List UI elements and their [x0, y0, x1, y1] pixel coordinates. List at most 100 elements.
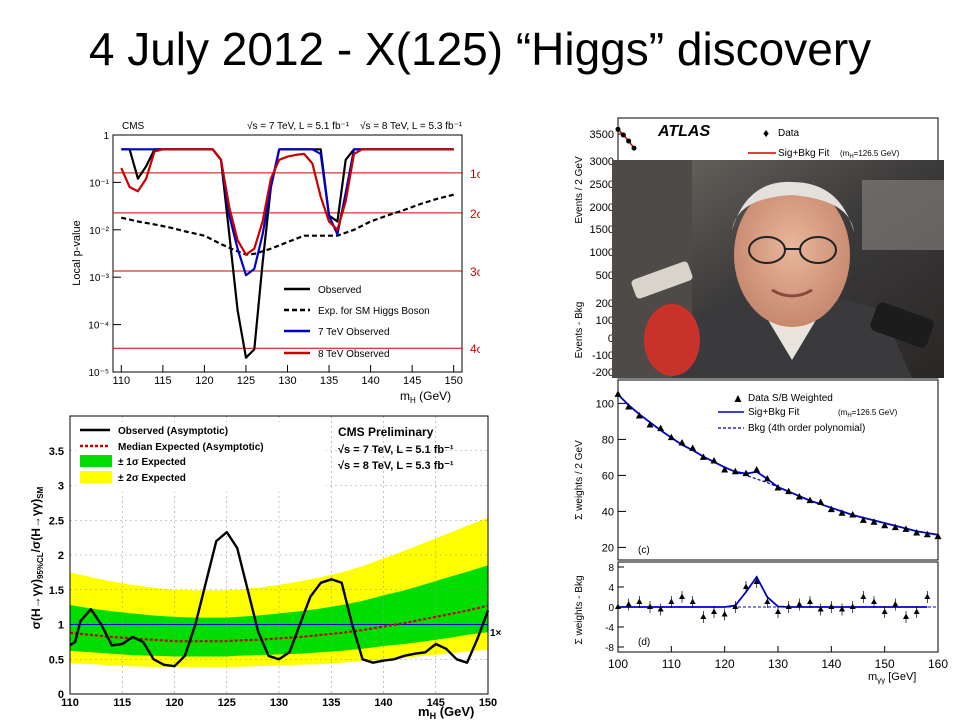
y-tick-label: 1500: [590, 224, 614, 236]
y-tick-label: -8: [605, 643, 614, 654]
data-point: [711, 608, 717, 614]
y-tick-label: 3.5: [49, 446, 64, 458]
data-point: [764, 598, 771, 604]
data-point: [742, 469, 750, 477]
data-point: [839, 606, 845, 612]
data-point: [721, 611, 728, 617]
data-point: [838, 509, 846, 516]
x-tick-label: 135: [322, 697, 340, 709]
y-tick-label: 0: [608, 603, 614, 614]
data-point: [775, 608, 781, 614]
median-expected-line: [69, 604, 489, 643]
data-point: [646, 421, 654, 428]
y-tick-label: 500: [596, 270, 614, 282]
x-tick-label: 130: [278, 375, 296, 387]
x-tick-label: 160: [928, 657, 948, 671]
data-point: [631, 145, 637, 151]
data-point: [678, 439, 686, 446]
data-point: [635, 412, 643, 419]
y-tick-label: -200: [592, 367, 614, 379]
y-tick-label: -4: [605, 623, 614, 634]
data-point: [827, 505, 835, 513]
microphone: [644, 304, 700, 376]
legend-data: Data: [778, 128, 800, 139]
data-point: [625, 403, 633, 410]
data-point: [870, 518, 878, 525]
y-tick-label: 60: [602, 470, 614, 482]
energy-label-7tev: √s = 7 TeV, L = 5.1 fb⁻¹: [338, 444, 454, 456]
data-point: [774, 484, 782, 491]
legend-observed: Observed: [318, 285, 361, 296]
y-axis-label: Local p-value: [71, 220, 83, 285]
x-tick-label: 120: [715, 657, 735, 671]
x-tick-label: 150: [875, 657, 895, 671]
sigma-label: 3σ: [470, 265, 480, 279]
data-point: [817, 606, 824, 612]
data-point: [817, 498, 825, 505]
y-tick-label: 10⁻⁵: [88, 368, 109, 379]
data-point: [902, 525, 910, 532]
x-tick-label: 125: [237, 375, 255, 387]
data-point: [647, 603, 653, 609]
y-tick-label: 2.5: [49, 515, 64, 527]
panel-c-frame: [617, 379, 939, 561]
data-point: [871, 598, 877, 604]
data-point: [700, 613, 707, 619]
y-tick-label: 100: [596, 315, 614, 327]
series-line-4: [120, 148, 454, 256]
data-point: [667, 433, 675, 441]
y-tick-label: 200: [596, 298, 614, 310]
legend-8tev: 8 TeV Observed: [318, 349, 390, 360]
data-point: [625, 601, 632, 607]
y-tick-label: 10⁻³: [89, 273, 109, 284]
data-marker: ♦: [763, 126, 769, 140]
face: [734, 183, 850, 327]
y-tick-label: 20: [602, 542, 614, 554]
observed-line: [69, 530, 490, 668]
slide-title: 4 July 2012 - X(125) “Higgs” discovery: [88, 23, 872, 75]
data-point: [753, 466, 761, 473]
data-point: [924, 593, 931, 599]
legend-1sigma: ± 1σ Expected: [118, 457, 186, 468]
panel-label-c: (c): [638, 545, 650, 556]
data-point: [732, 603, 739, 609]
data-point: [731, 467, 739, 475]
y-tick-label: 1000: [590, 247, 614, 259]
x-tick-label: 125: [218, 697, 236, 709]
y-tick-label: 10⁻²: [89, 226, 109, 237]
experiment-label: CMS: [122, 121, 145, 132]
fit-mass-note: (mH=126.5 GeV): [840, 149, 900, 160]
y-tick-label: 3000: [590, 156, 614, 168]
data-point: [806, 496, 814, 504]
data-point: [796, 601, 803, 607]
y-tick-label: 100: [596, 398, 614, 410]
y-tick-label: 2000: [590, 202, 614, 214]
y-axis-label-residual-weights: Σ weights - Bkg: [574, 576, 585, 645]
series-line-2: [121, 193, 454, 256]
data-point: [763, 475, 771, 482]
reference-label: 1×σSM: [490, 628, 502, 640]
energy-label-7tev: √s = 7 TeV, L = 5.1 fb⁻¹: [247, 120, 350, 132]
y-tick-label: 2: [58, 550, 64, 562]
data-point: [828, 603, 835, 609]
legend-sigbkg: Sig+Bkg Fit: [748, 407, 800, 418]
data-point: [636, 598, 643, 604]
y-tick-label: 2500: [590, 179, 614, 191]
y-tick-label: 4: [608, 583, 614, 594]
y-tick-label: 80: [602, 434, 614, 446]
x-tick-label: 140: [361, 375, 379, 387]
data-point: [891, 523, 899, 531]
data-point: [689, 444, 697, 451]
portrait-photo: [612, 160, 944, 378]
energy-label-8tev: √s = 8 TeV, L = 5.3 fb⁻¹: [360, 120, 463, 132]
y-axis-label-residual: Events - Bkg: [574, 302, 585, 359]
data-point: [881, 521, 889, 529]
data-point: [785, 603, 792, 609]
x-tick-label: 130: [270, 697, 288, 709]
x-tick-label: 150: [479, 697, 497, 709]
data-point: [849, 603, 856, 609]
legend-weighted: Data S/B Weighted: [748, 393, 833, 404]
x-tick-label: 110: [662, 657, 681, 671]
y-axis-label-weights: Σ weights / 2 GeV: [574, 440, 585, 520]
sigma-label: 1σ: [470, 167, 480, 181]
